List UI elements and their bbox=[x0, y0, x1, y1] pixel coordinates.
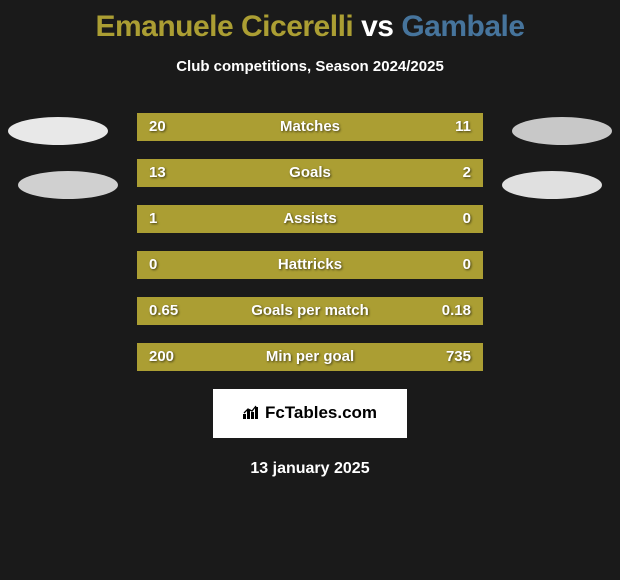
stat-row: 10Assists bbox=[137, 205, 483, 233]
title-player2: Gambale bbox=[401, 10, 524, 43]
stat-label: Min per goal bbox=[139, 345, 481, 369]
stat-row: 2011Matches bbox=[137, 113, 483, 141]
stat-label: Goals per match bbox=[139, 299, 481, 323]
footer: FcTables.com 13 january 2025 bbox=[0, 389, 620, 478]
player2-badge-bottom bbox=[502, 171, 602, 199]
player1-badge-bottom bbox=[18, 171, 118, 199]
stat-label: Assists bbox=[139, 207, 481, 231]
stat-rows: 2011Matches 132Goals 10Assists 00Hattricks 0… bbox=[137, 113, 483, 371]
title-vs: vs bbox=[361, 10, 393, 43]
stats-area: 2011Matches 132Goals 10Assists 00Hattricks 0… bbox=[0, 113, 620, 371]
page-title: Emanuele Cicerelli vs Gambale bbox=[0, 10, 620, 44]
subtitle: Club competitions, Season 2024/2025 bbox=[0, 58, 620, 75]
date: 13 january 2025 bbox=[0, 460, 620, 478]
logo-text: FcTables.com bbox=[265, 403, 377, 422]
comparison-card: Emanuele Cicerelli vs Gambale Club compe… bbox=[0, 0, 620, 580]
bars-icon bbox=[243, 404, 261, 424]
stat-label: Goals bbox=[139, 161, 481, 185]
stat-label: Matches bbox=[139, 115, 481, 139]
source-logo: FcTables.com bbox=[213, 389, 407, 438]
stat-label: Hattricks bbox=[139, 253, 481, 277]
player1-badge-top bbox=[8, 117, 108, 145]
stat-row: 00Hattricks bbox=[137, 251, 483, 279]
stat-row: 200735Min per goal bbox=[137, 343, 483, 371]
stat-row: 132Goals bbox=[137, 159, 483, 187]
stat-row: 0.650.18Goals per match bbox=[137, 297, 483, 325]
title-player1: Emanuele Cicerelli bbox=[95, 10, 353, 43]
player2-badge-top bbox=[512, 117, 612, 145]
